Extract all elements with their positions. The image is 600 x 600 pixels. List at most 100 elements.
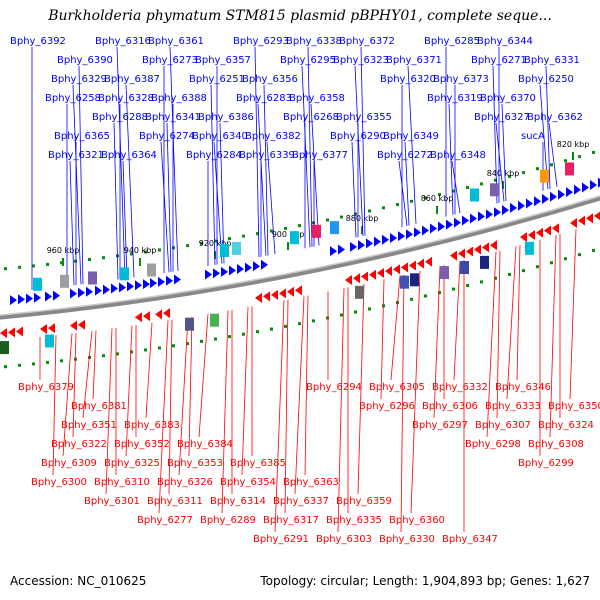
tick-dot <box>522 171 525 174</box>
forward-gene-arrow <box>374 237 381 247</box>
forward-gene-arrow <box>135 280 142 290</box>
forward-gene-label: Bphy_6321 <box>48 150 104 161</box>
forward-gene-arrow <box>174 274 181 284</box>
reverse-gene-label: Bphy_6291 <box>253 534 309 545</box>
reverse-gene-label: Bphy_6310 <box>94 477 150 488</box>
forward-gene-arrow <box>510 203 517 213</box>
reverse-gene-label: Bphy_6353 <box>167 458 223 469</box>
forward-gene-label: Bphy_6364 <box>101 150 157 161</box>
forward-gene-arrow <box>542 194 549 204</box>
forward-gene-arrow <box>158 277 165 287</box>
tick-dot <box>172 246 175 249</box>
reverse-gene-arrow <box>490 240 497 250</box>
reverse-leader-line <box>434 266 440 418</box>
tick-dot <box>158 346 161 349</box>
forward-gene-label: Bphy_6377 <box>292 150 348 161</box>
tick-dot <box>578 253 581 256</box>
tick-dot <box>4 267 7 270</box>
reverse-gene-arrow <box>377 268 384 278</box>
forward-gene-arrow <box>534 196 541 206</box>
forward-gene-arrow <box>78 288 85 298</box>
forward-gene-label: Bphy_6349 <box>383 131 439 142</box>
reverse-gene-arrow <box>361 271 368 281</box>
forward-leader-line <box>123 161 127 278</box>
reverse-gene-arrow <box>369 270 376 280</box>
forward-leader-line <box>352 142 356 238</box>
tick-dot <box>452 288 455 291</box>
reverse-gene-label: Bphy_6294 <box>306 382 362 393</box>
forward-gene-arrow <box>462 216 469 226</box>
tick-dot <box>312 221 315 224</box>
feature-block <box>60 275 69 288</box>
forward-gene-arrow <box>446 220 453 230</box>
forward-gene-arrow <box>330 246 337 256</box>
forward-gene-label: Bphy_6273 <box>142 55 198 66</box>
tick-dot <box>32 264 35 267</box>
reverse-gene-arrow <box>458 249 465 259</box>
reverse-gene-label: Bphy_6305 <box>369 382 425 393</box>
forward-gene-label: Bphy_6316 <box>95 36 151 47</box>
forward-gene-arrow <box>422 225 429 235</box>
reverse-gene-label: Bphy_6347 <box>442 534 498 545</box>
feature-block <box>480 256 489 269</box>
forward-gene-label: Bphy_6288 <box>92 112 148 123</box>
tick-dot <box>298 322 301 325</box>
tick-dot <box>88 258 91 261</box>
forward-gene-label: Bphy_6392 <box>10 36 66 47</box>
feature-block <box>565 162 574 175</box>
tick-dot <box>368 307 371 310</box>
scale-label: 820 kbp <box>557 140 590 149</box>
reverse-gene-label: Bphy_6354 <box>220 477 276 488</box>
reverse-gene-arrow <box>255 293 262 303</box>
forward-gene-label: Bphy_6373 <box>433 74 489 85</box>
feature-block <box>540 170 549 183</box>
reverse-gene-label: Bphy_6335 <box>326 515 382 526</box>
tick-dot <box>326 218 329 221</box>
feature-block <box>147 264 156 277</box>
forward-gene-label: sucA <box>521 131 545 142</box>
reverse-gene-arrow <box>279 288 286 298</box>
tick-dot <box>424 294 427 297</box>
forward-gene-arrow <box>526 199 533 209</box>
tick-dot <box>18 364 21 367</box>
reverse-gene-label: Bphy_6350 <box>548 401 600 412</box>
feature-block <box>210 314 219 327</box>
reverse-gene-label: Bphy_6337 <box>273 496 329 507</box>
reverse-leader-line <box>179 317 188 475</box>
feature-block <box>232 242 241 255</box>
tick-dot <box>382 206 385 209</box>
tick-dot <box>102 354 105 357</box>
tick-dot <box>312 319 315 322</box>
reverse-gene-label: Bphy_6383 <box>124 420 180 431</box>
genome-summary-label: Topology: circular; Length: 1,904,893 bp… <box>260 574 590 588</box>
reverse-gene-arrow <box>295 285 302 295</box>
reverse-gene-arrow <box>40 324 47 334</box>
reverse-gene-label: Bphy_6299 <box>518 458 574 469</box>
forward-gene-label: Bphy_6341 <box>145 112 201 123</box>
forward-gene-arrow <box>127 281 134 291</box>
tick-dot <box>18 266 21 269</box>
forward-gene-label: Bphy_6362 <box>527 112 583 123</box>
forward-gene-label: Bphy_6365 <box>54 131 110 142</box>
forward-gene-label: Bphy_6388 <box>151 93 207 104</box>
forward-gene-arrow <box>454 218 461 228</box>
feature-block <box>400 276 409 289</box>
reverse-gene-label: Bphy_6289 <box>200 515 256 526</box>
tick-dot <box>340 314 343 317</box>
forward-gene-label: Bphy_6293 <box>233 36 289 47</box>
forward-gene-arrow <box>574 185 581 195</box>
reverse-leader-line <box>242 307 248 475</box>
scale-label: 960 kbp <box>47 246 80 255</box>
reverse-leader-line <box>295 296 304 494</box>
tick-dot <box>564 159 567 162</box>
reverse-gene-arrow <box>544 225 551 235</box>
forward-gene-label: Bphy_6319 <box>427 93 483 104</box>
reverse-gene-label: Bphy_6301 <box>84 496 140 507</box>
feature-block <box>525 242 534 255</box>
forward-gene-arrow <box>438 222 445 232</box>
forward-gene-label: Bphy_6328 <box>98 93 154 104</box>
feature-block <box>330 221 339 234</box>
reverse-gene-label: Bphy_6346 <box>495 382 551 393</box>
scale-label: 940 kbp <box>124 246 157 255</box>
forward-gene-arrow <box>229 265 236 275</box>
